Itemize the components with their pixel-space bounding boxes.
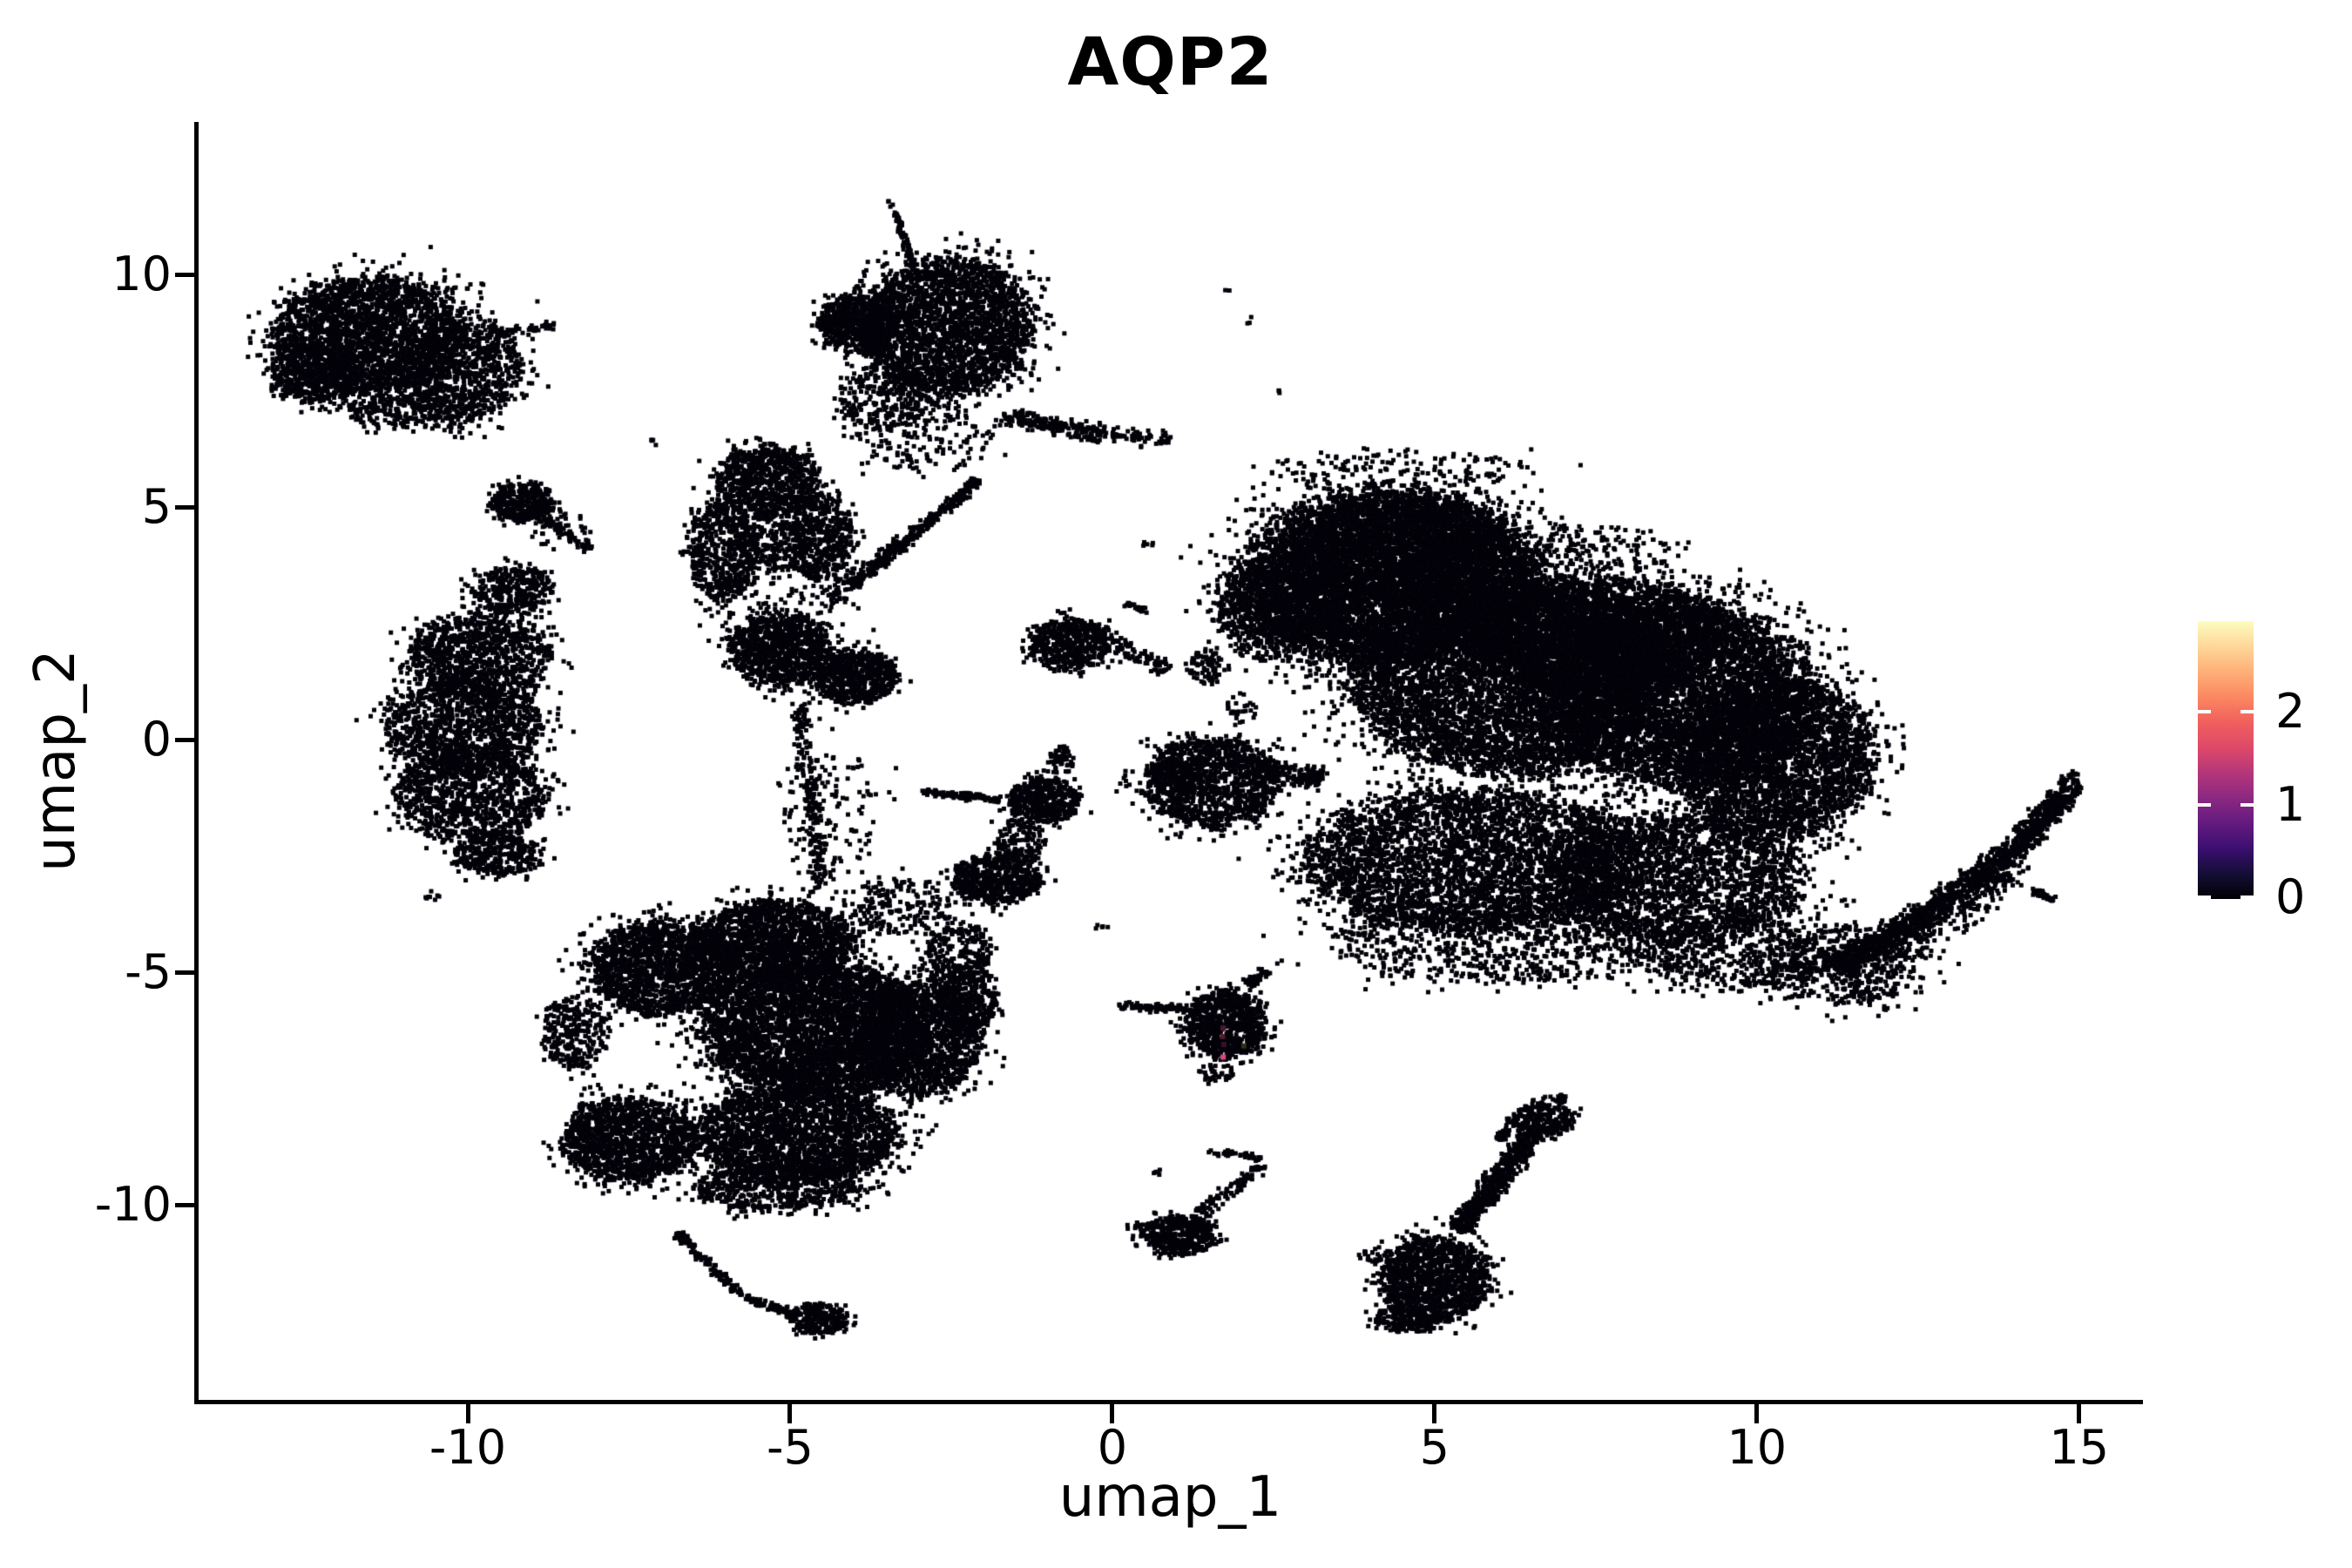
y-axis-title: umap_2: [24, 649, 88, 872]
x-tick-mark: [1432, 1404, 1437, 1423]
x-tick-mark: [1754, 1404, 1760, 1423]
y-tick-label: -10: [94, 1177, 172, 1233]
colorbar-tick-mark: [2198, 710, 2211, 714]
x-tick-label: 0: [1097, 1420, 1128, 1475]
y-axis-line: [194, 122, 199, 1404]
y-tick-label: 0: [141, 712, 172, 767]
plot-title: AQP2: [1067, 23, 1274, 100]
x-tick-label: -5: [767, 1420, 814, 1475]
x-tick-label: -10: [429, 1420, 507, 1475]
colorbar-tick-mark: [2198, 896, 2211, 899]
x-tick-mark: [465, 1404, 470, 1423]
colorbar-gradient: [2198, 621, 2254, 899]
y-tick-mark: [175, 272, 194, 277]
x-tick-mark: [2077, 1404, 2082, 1423]
colorbar-tick-label: 2: [2275, 684, 2306, 740]
colorbar-tick-mark: [2240, 710, 2254, 714]
x-tick-label: 10: [1727, 1420, 1788, 1475]
y-tick-mark: [175, 970, 194, 975]
colorbar-tick-label: 0: [2275, 869, 2306, 924]
colorbar-tick-mark: [2198, 802, 2211, 807]
colorbar-tick-mark: [2240, 896, 2254, 899]
x-axis-title: umap_1: [1058, 1465, 1282, 1530]
y-tick-mark: [175, 737, 194, 742]
y-tick-mark: [175, 1202, 194, 1207]
colorbar-tick-mark: [2240, 802, 2254, 807]
y-tick-label: 5: [141, 479, 172, 535]
colorbar-tick-label: 1: [2275, 776, 2306, 832]
y-tick-label: -5: [125, 944, 172, 1000]
x-tick-mark: [787, 1404, 793, 1423]
x-axis-line: [194, 1400, 2143, 1404]
y-tick-mark: [175, 504, 194, 510]
x-tick-mark: [1110, 1404, 1115, 1423]
y-tick-label: 10: [112, 247, 172, 302]
x-tick-label: 5: [1419, 1420, 1450, 1475]
x-tick-label: 15: [2049, 1420, 2110, 1475]
